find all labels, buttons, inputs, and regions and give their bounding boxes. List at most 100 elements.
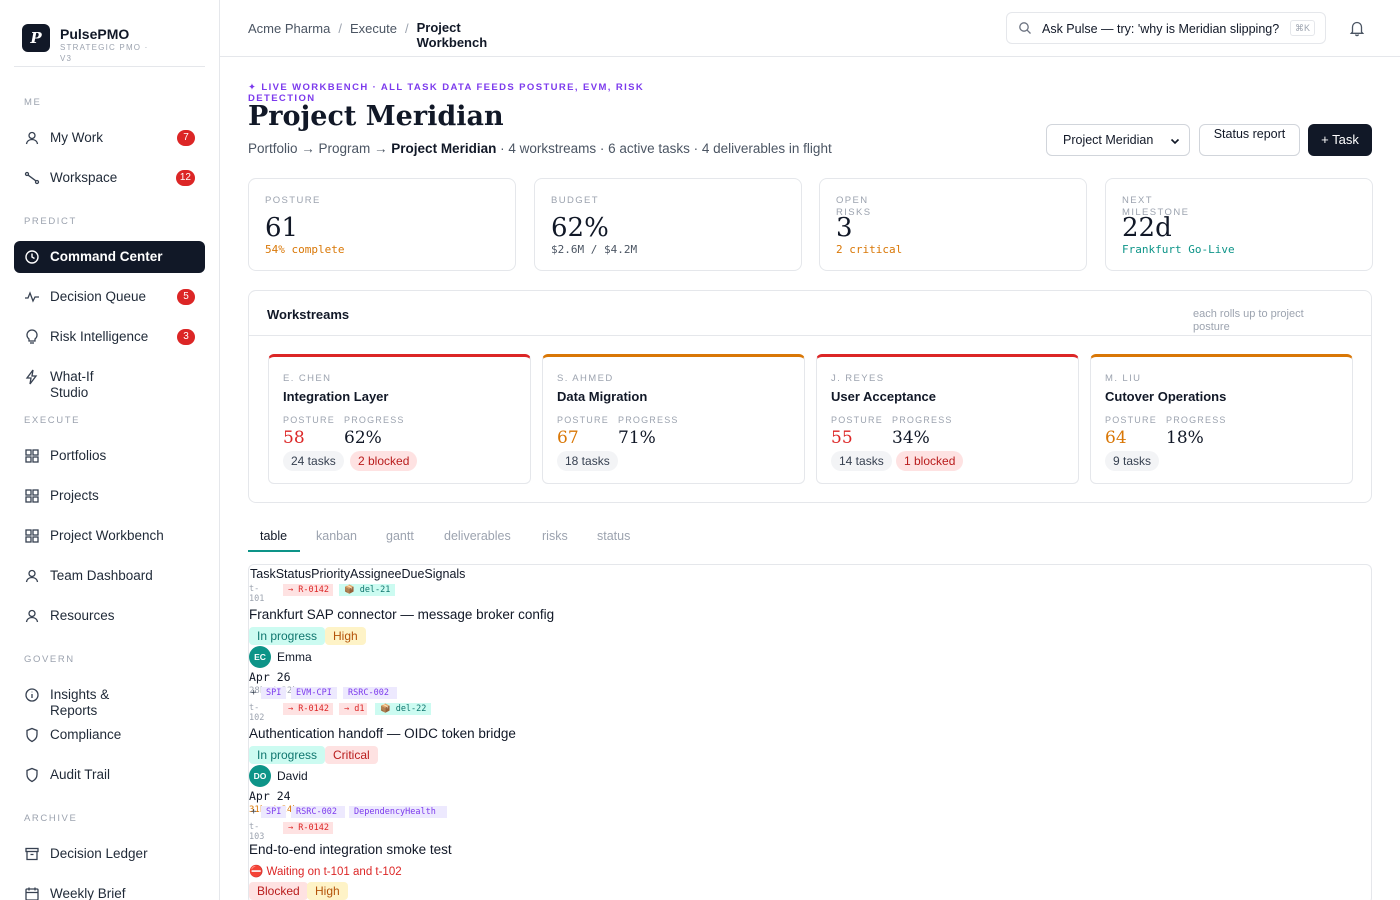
sidebar-item-label: Project Workbench [50,528,164,543]
sidebar-item-risk-intelligence[interactable]: Risk Intelligence 3 [14,321,205,353]
workstreams-note: each rolls up to project posture [1193,308,1304,333]
dependency-tag[interactable]: → d1 [339,703,367,715]
posture-label: POSTURE [557,415,609,425]
breadcrumb-separator: / [338,21,342,36]
column-header[interactable]: Priority [311,567,351,581]
shield-icon [24,767,40,783]
project-select[interactable]: Project Meridian [1046,124,1190,156]
workstream-card-data-migration[interactable]: S. AHMED Data Migration POSTURE PROGRESS… [542,354,805,484]
sidebar-item-decision-ledger[interactable]: Decision Ledger [14,838,205,870]
table-row[interactable]: t-103 → R-0142 End-to-end integration sm… [249,822,1369,900]
tab-deliverables[interactable]: deliverables [444,529,511,543]
sidebar-item-my-work[interactable]: My Work 7 [14,122,205,154]
subline-project[interactable]: Project Meridian [391,141,497,156]
sidebar-item-resources[interactable]: Resources [14,600,205,632]
risk-link-tag[interactable]: → R-0142 [283,703,333,715]
sidebar-item-compliance[interactable]: Compliance [14,719,205,751]
task-count-chip: 24 tasks [283,451,344,471]
due-date: Apr 26 [249,670,291,684]
sidebar-item-portfolios[interactable]: Portfolios [14,440,205,472]
divider [249,335,1371,336]
add-signal-icon[interactable]: + [251,807,257,817]
search-input[interactable]: Ask Pulse — try: 'why is Meridian slippi… [1042,22,1280,36]
task-table: TaskStatusPriorityAssigneeDueSignals t-1… [248,564,1372,900]
posture-value: 67 [557,428,579,448]
count-badge: 7 [177,130,195,146]
progress-label: PROGRESS [892,415,953,425]
section-label-archive: ARCHIVE [24,813,78,824]
task-title[interactable]: End-to-end integration smoke test [249,842,452,857]
tab-status[interactable]: status [597,529,631,543]
workstream-card-cutover-operations[interactable]: M. LIU Cutover Operations POSTURE PROGRE… [1090,354,1353,484]
column-header[interactable]: Task [250,567,276,581]
table-row[interactable]: t-101 → R-0142 📦 del-21 Frankfurt SAP co… [249,584,1369,703]
sidebar-item-weekly-brief[interactable]: Weekly Brief [14,878,205,900]
count-badge: 5 [177,289,195,305]
task-title[interactable]: Authentication handoff — OIDC token brid… [249,726,516,741]
tab-table[interactable]: table [260,529,288,543]
sidebar-item-label: Audit Trail [50,767,111,782]
project-select-value: Project Meridian [1063,133,1154,147]
blocked-chip: 2 blocked [350,451,418,471]
ask-pulse-search[interactable]: Ask Pulse — try: 'why is Meridian slippi… [1006,12,1326,44]
breadcrumb: Acme Pharma / Execute / Project Workbenc… [248,20,505,50]
progress-value: 34% [892,428,930,448]
workstream-name: User Acceptance [831,389,937,404]
sidebar-item-audit-trail[interactable]: Audit Trail [14,759,205,791]
sidebar-item-what-if-studio[interactable]: What-If Studio [14,361,205,401]
kpi-value: 61 [265,213,299,243]
status-report-button[interactable]: Status report [1199,124,1300,156]
sidebar-item-project-workbench[interactable]: Project Workbench [14,520,205,552]
grid-icon [24,488,40,504]
sidebar-item-insights-reports[interactable]: Insights & Reports [14,679,205,719]
signal-tag: DependencyHealth [349,806,447,818]
breadcrumb-item[interactable]: Execute [350,21,397,36]
sidebar: P PulsePMO STRATEGIC PMO · V3 ME My Work… [0,0,220,900]
progress-label: PROGRESS [1166,415,1227,425]
workstream-card-user-acceptance[interactable]: J. REYES User Acceptance POSTURE PROGRES… [816,354,1079,484]
grid-icon [24,448,40,464]
table-row[interactable]: t-102 → R-0142 → d1 📦 del-22 Authenticat… [249,703,1369,822]
sidebar-item-workspace[interactable]: Workspace 12 [14,162,205,194]
sidebar-item-label: My Work [50,130,103,145]
active-tab-indicator [248,550,300,552]
assignee-name: David [277,769,308,783]
sidebar-item-command-center[interactable]: Command Center [14,241,205,273]
workstream-card-integration-layer[interactable]: E. CHEN Integration Layer POSTURE PROGRE… [268,354,531,484]
kpi-label: POSTURE [265,195,321,206]
column-header[interactable]: Status [275,567,312,581]
project-subline: Portfolio → Program → Project Meridian ·… [248,141,832,156]
kpi-sub: 54% complete [265,243,345,256]
add-signal-icon[interactable]: + [251,688,257,698]
signal-tag: SPI [261,806,286,818]
column-header[interactable]: Assignee [350,567,402,581]
blocked-chip: 1 blocked [896,451,964,471]
kpi-value: 22d [1122,213,1172,243]
sidebar-item-decision-queue[interactable]: Decision Queue 5 [14,281,205,313]
posture-value: 64 [1105,428,1127,448]
sidebar-item-team-dashboard[interactable]: Team Dashboard [14,560,205,592]
task-count-chip: 18 tasks [557,451,618,471]
sidebar-item-label: Decision Ledger [50,846,148,861]
add-task-button[interactable]: + Task [1308,124,1372,156]
risk-link-tag[interactable]: → R-0142 [283,584,333,596]
tab-kanban[interactable]: kanban [316,529,358,543]
risk-link-tag[interactable]: → R-0142 [283,822,333,834]
kpi-card-open-risks: OPEN RISKS 3 2 critical [819,178,1087,271]
sidebar-item-projects[interactable]: Projects [14,480,205,512]
deliverable-tag[interactable]: 📦 del-22 [375,703,431,715]
sidebar-item-label: Command Center [50,249,163,264]
section-label-execute: EXECUTE [24,415,81,426]
blocked-reason: ⛔ Waiting on t-101 and t-102 [249,866,402,878]
task-count-chip: 14 tasks [831,451,892,471]
bell-icon[interactable] [1348,19,1366,37]
column-header[interactable]: Due [401,567,425,581]
brand[interactable]: P PulsePMO STRATEGIC PMO · V3 [14,22,205,67]
tab-risks[interactable]: risks [542,529,568,543]
breadcrumb-item[interactable]: Acme Pharma [248,21,331,36]
task-title[interactable]: Frankfurt SAP connector — message broker… [249,607,555,622]
kpi-label: NEXT MILESTONE [1122,195,1190,218]
deliverable-tag[interactable]: 📦 del-21 [339,584,395,596]
column-header[interactable]: Signals [424,567,466,581]
tab-gantt[interactable]: gantt [386,529,414,543]
